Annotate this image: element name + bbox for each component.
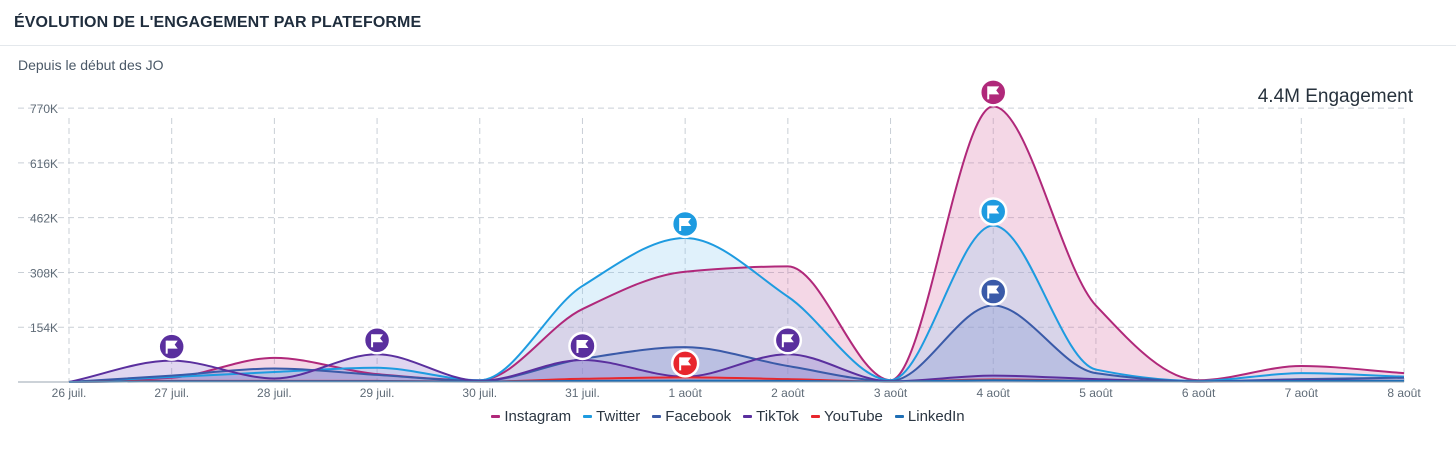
chart-title: ÉVOLUTION DE L'ENGAGEMENT PAR PLATEFORME: [14, 14, 422, 31]
legend-swatch: [743, 415, 753, 418]
legend-swatch: [491, 415, 501, 418]
area-tiktok: [69, 354, 1404, 382]
legend-item-tiktok[interactable]: TikTok: [743, 408, 799, 425]
flag-marker-tiktok[interactable]: [157, 332, 186, 361]
flag-marker-youtube[interactable]: [670, 349, 700, 378]
area-facebook: [69, 305, 1404, 382]
flag-icon: [988, 205, 1000, 214]
legend-swatch: [810, 415, 820, 418]
x-tick-label: 30 juil.: [462, 386, 497, 400]
total-engagement: 4.4M Engagement: [1258, 86, 1413, 108]
legend-swatch: [583, 415, 593, 418]
legend-swatch: [894, 415, 904, 418]
flag-icon: [372, 334, 384, 343]
legend-item-instagram[interactable]: Instagram: [491, 408, 571, 425]
flag-icon: [988, 86, 1000, 95]
chart-header: ÉVOLUTION DE L'ENGAGEMENT PAR PLATEFORME: [0, 0, 1456, 46]
flag-marker-tiktok[interactable]: [362, 326, 392, 355]
total-engagement-label: Engagement: [1305, 86, 1413, 107]
flag-marker-twitter[interactable]: [670, 209, 700, 239]
y-tick-label: 308K: [30, 266, 58, 280]
x-tick-label: 28 juil.: [257, 386, 292, 400]
x-tick-label: 31 juil.: [565, 386, 600, 400]
flag-marker-tiktok[interactable]: [773, 326, 803, 355]
x-tick-label: 26 juil.: [52, 386, 87, 400]
chart-legend: Instagram Twitter Facebook TikTok YouTube Lin…: [0, 405, 1456, 425]
x-tick-label: 1 août: [668, 386, 702, 400]
legend-item-youtube[interactable]: YouTube: [810, 408, 883, 425]
legend-label: TikTok: [756, 408, 799, 425]
x-tick-label: 4 août: [977, 386, 1011, 400]
x-tick-label: 2 août: [771, 386, 805, 400]
flag-marker-instagram[interactable]: [978, 78, 1008, 107]
x-tick-label: 7 août: [1285, 386, 1319, 400]
legend-swatch: [652, 415, 662, 418]
total-engagement-value: 4.4M: [1257, 86, 1300, 107]
area-instagram: [69, 106, 1404, 382]
flag-icon: [782, 334, 794, 343]
x-tick-label: 8 août: [1387, 386, 1421, 400]
flag-icon: [680, 357, 692, 366]
line-instagram[interactable]: [68, 105, 1405, 383]
y-tick-label: 154K: [30, 321, 58, 335]
legend-label: Twitter: [596, 408, 641, 425]
legend-item-twitter[interactable]: Twitter: [583, 408, 640, 425]
legend-item-linkedin[interactable]: LinkedIn: [894, 408, 965, 425]
flag-icon: [680, 217, 692, 226]
chart-subtitle: Depuis le début des JO: [18, 57, 164, 73]
y-tick-label: 616K: [30, 157, 58, 171]
flag-marker-facebook[interactable]: [978, 277, 1008, 306]
legend-label: LinkedIn: [907, 408, 965, 425]
flag-icon: [577, 339, 589, 348]
x-tick-label: 6 août: [1182, 386, 1216, 400]
flag-icon: [166, 340, 178, 349]
x-tick-label: 5 août: [1079, 386, 1113, 400]
y-tick-label: 770K: [30, 102, 58, 116]
y-tick-label: 462K: [30, 212, 58, 226]
x-tick-label: 29 juil.: [360, 386, 395, 400]
legend-label: YouTube: [823, 408, 883, 425]
flag-marker-twitter[interactable]: [978, 197, 1008, 226]
x-tick-label: 27 juil.: [154, 386, 189, 400]
legend-label: Facebook: [665, 408, 732, 425]
legend-label: Instagram: [504, 408, 572, 425]
flag-icon: [988, 285, 1000, 294]
flag-marker-tiktok[interactable]: [568, 331, 597, 361]
area-twitter: [69, 225, 1404, 382]
legend-item-facebook[interactable]: Facebook: [652, 408, 731, 425]
x-tick-label: 3 août: [874, 386, 908, 400]
